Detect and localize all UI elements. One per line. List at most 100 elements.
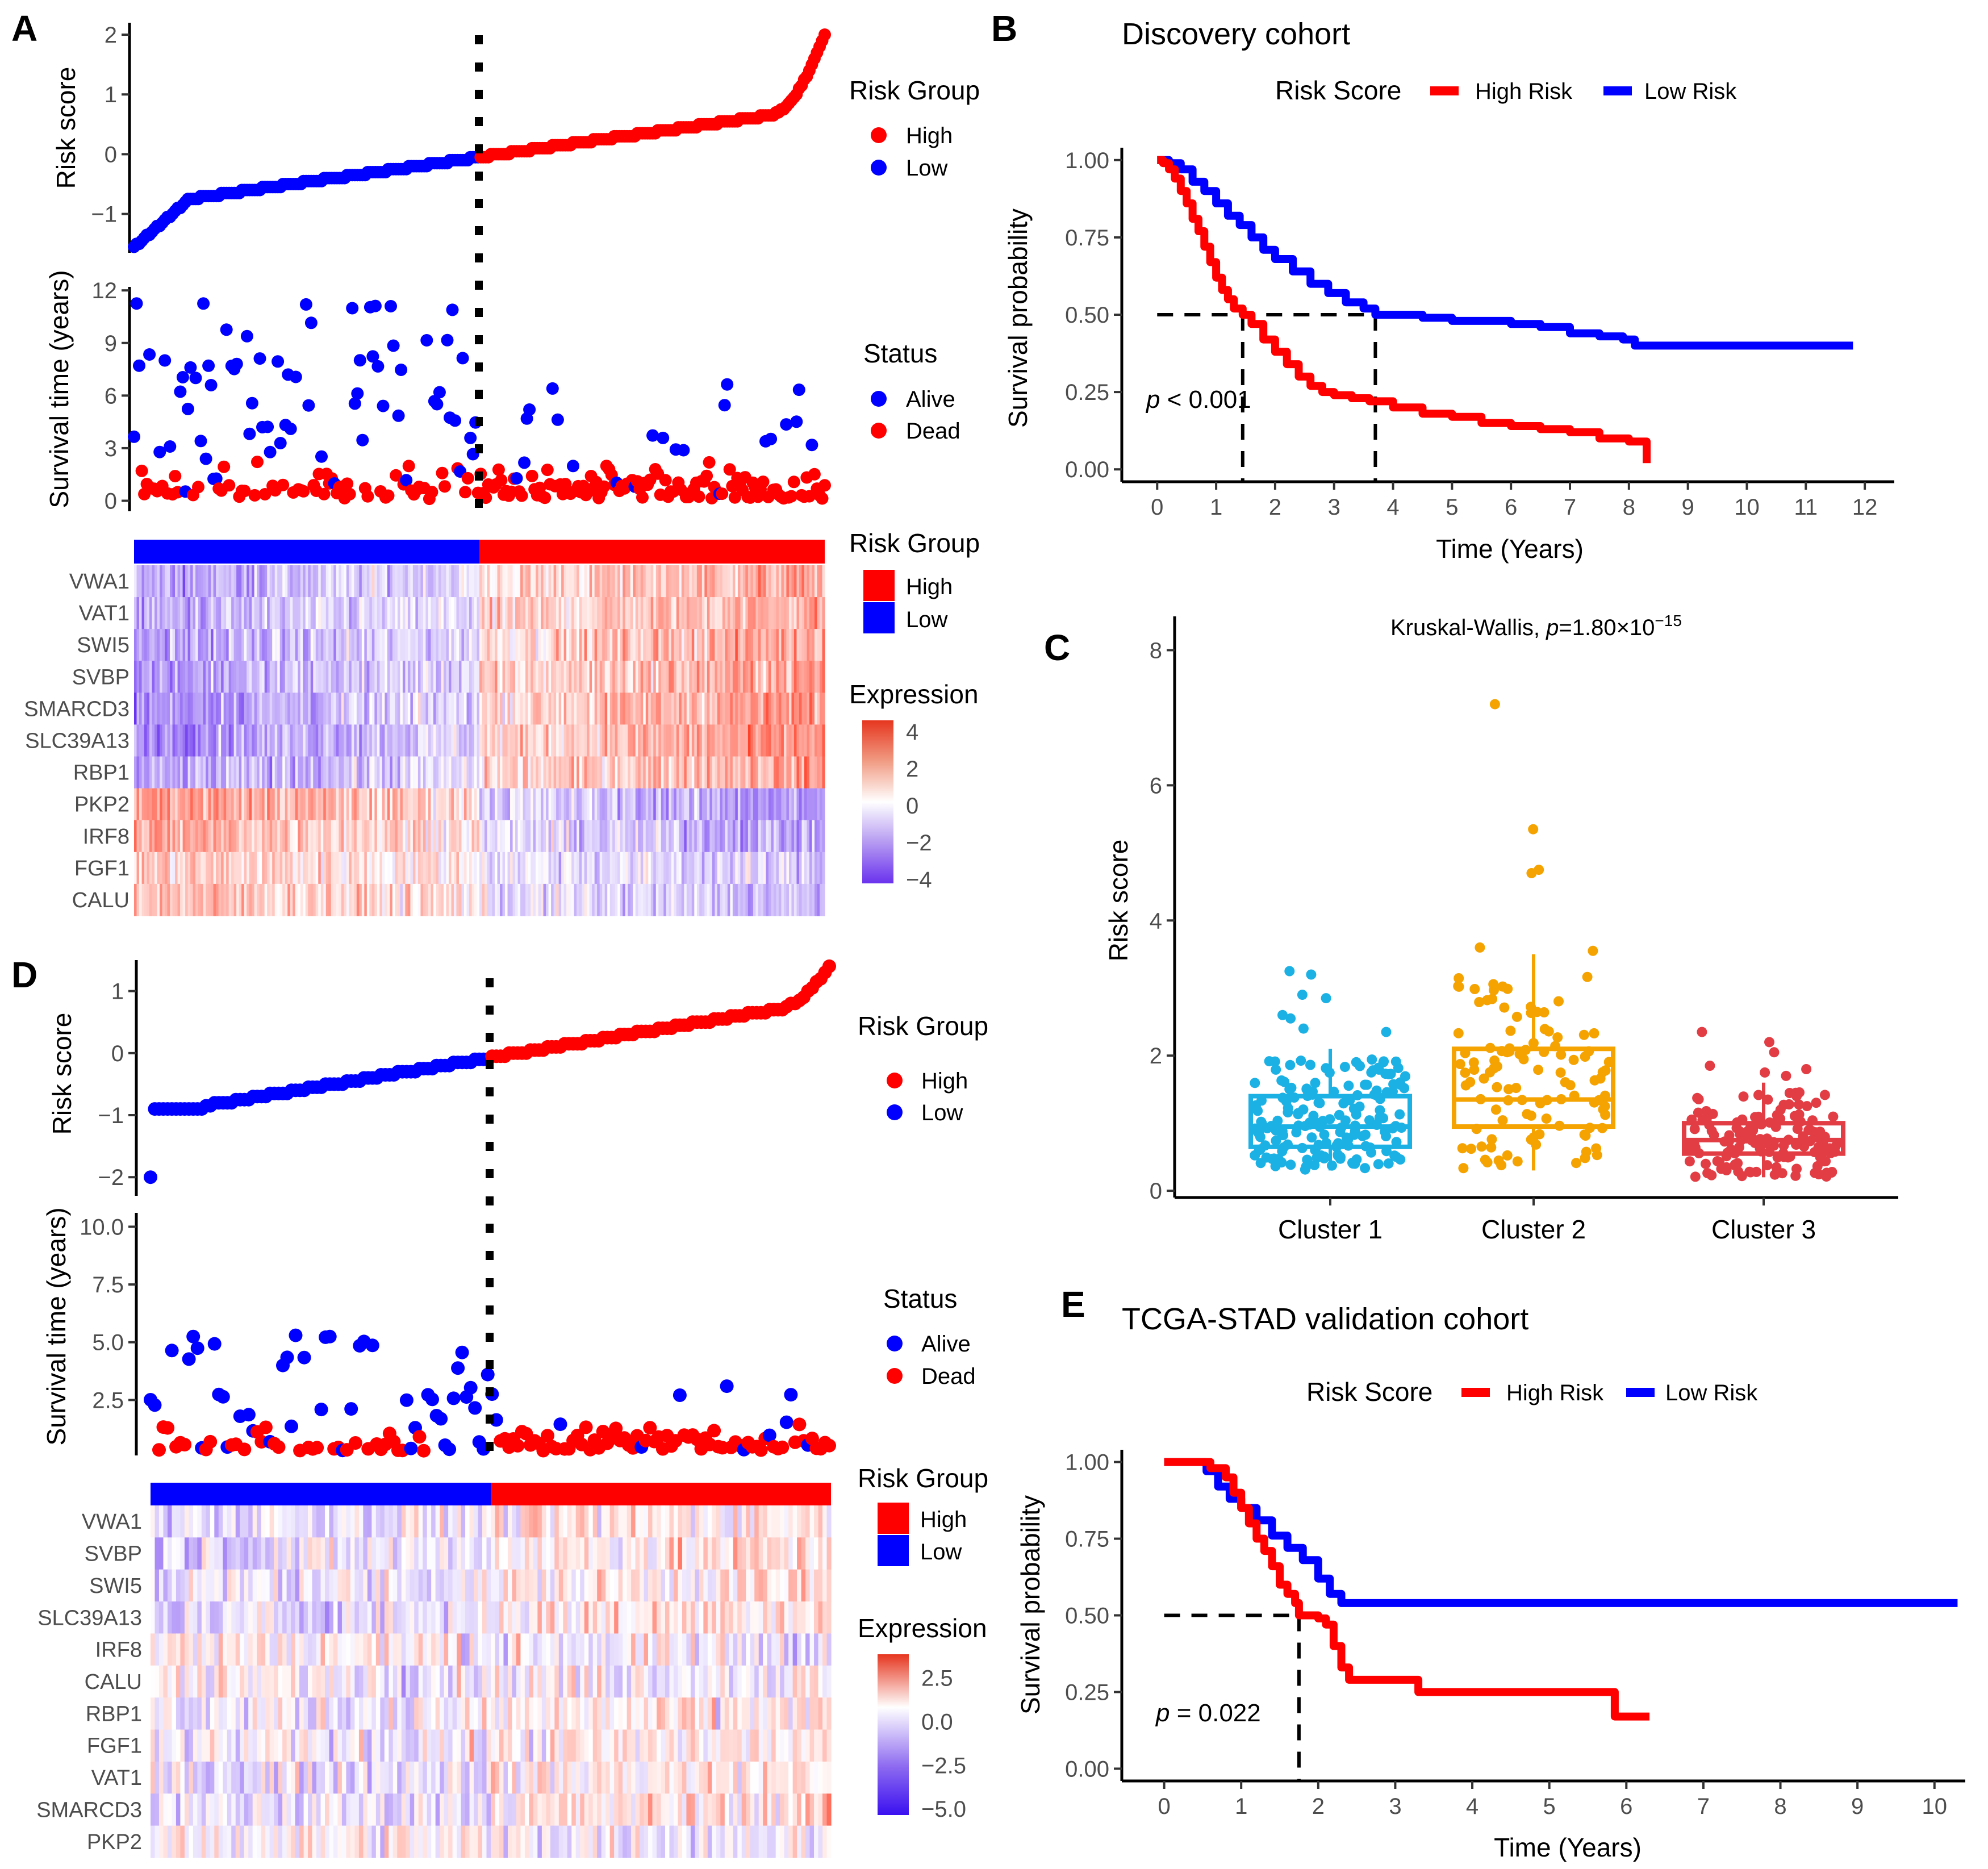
heatmap-cell [658, 692, 662, 725]
heatmap-cell [742, 724, 746, 757]
heatmap-cell [720, 565, 723, 598]
heatmap-cell [512, 883, 516, 916]
heatmap-cell [385, 565, 388, 598]
heatmap-cell [747, 724, 751, 757]
heatmap-cell [694, 629, 698, 661]
heatmap-cell [707, 788, 710, 821]
heatmap-cell [588, 1537, 594, 1570]
heatmap-cell [446, 629, 449, 661]
heatmap-cell [676, 820, 679, 853]
heatmap-cell [618, 1569, 623, 1602]
heatmap-cell [543, 661, 546, 693]
heatmap-cell [704, 756, 708, 789]
heatmap-cell [162, 788, 165, 821]
heatmap-cell [676, 692, 679, 725]
heatmap-cell [599, 661, 603, 693]
heatmap-cell [753, 597, 756, 629]
survival-point-dead [803, 490, 816, 503]
heatmap-cell [691, 883, 695, 916]
heatmap-cell [379, 629, 383, 661]
heatmap-cell [704, 661, 708, 693]
heatmap-cell [822, 661, 825, 693]
heatmap-cell [571, 820, 575, 853]
heatmap-cell [533, 788, 536, 821]
b-x-axis-tick-label: 12 [1852, 495, 1878, 520]
heatmap-cell [239, 565, 242, 598]
heatmap-cell [633, 756, 636, 789]
heatmap-cell [699, 1537, 704, 1570]
heatmap-cell [592, 597, 595, 629]
heatmap-cell [676, 597, 679, 629]
heatmap-cell [758, 788, 761, 821]
heatmap-cell [712, 629, 715, 661]
heatmap-cell [801, 661, 805, 693]
heatmap-cell [402, 565, 406, 598]
heatmap-cell [684, 661, 687, 693]
heatmap-cell [218, 1505, 223, 1538]
heatmap-cell [474, 597, 478, 629]
survival-point-alive [718, 399, 731, 412]
heatmap-cell [569, 597, 572, 629]
heatmap-cell [354, 788, 357, 821]
heatmap-cell [339, 788, 342, 821]
heatmap-cell [817, 661, 820, 693]
heatmap-cell [221, 820, 224, 853]
survival-point-dead [258, 1420, 273, 1434]
heatmap-cell [405, 883, 408, 916]
heatmap-cell [537, 1569, 542, 1602]
heatmap-cell [566, 661, 570, 693]
heatmap-cell [471, 724, 475, 757]
heatmap-cell [279, 756, 283, 789]
b-pvalue-p: p [1145, 386, 1160, 414]
heatmap-cell [295, 820, 298, 853]
heatmap-cell [569, 820, 572, 853]
heatmap-cell [339, 756, 342, 789]
heatmap-cell [599, 565, 603, 598]
heatmap-cell [433, 661, 437, 693]
heatmap-cell [531, 692, 534, 725]
heatmap-cell [515, 788, 519, 821]
jitter-point [1347, 1157, 1358, 1168]
heatmap-cell [500, 565, 503, 598]
heatmap-cell [630, 661, 633, 693]
heatmap-cell [605, 1505, 611, 1538]
heatmap-cell [236, 661, 240, 693]
jitter-point [1807, 1115, 1818, 1126]
heatmap-cell [216, 724, 219, 757]
heatmap-cell [763, 724, 767, 757]
heatmap-cell [349, 724, 352, 757]
heatmap-cell [410, 597, 414, 629]
heatmap-cell [136, 629, 140, 661]
heatmap-cell [184, 1505, 189, 1538]
jitter-point [1371, 1085, 1382, 1096]
heatmap-cell [601, 1537, 606, 1570]
heatmap-cell [233, 597, 237, 629]
heatmap-cell [801, 1505, 806, 1538]
heatmap-cell [655, 883, 659, 916]
heatmap-cell [661, 1537, 666, 1570]
heatmap-cell [701, 756, 705, 789]
heatmap-cell [701, 661, 705, 693]
heatmap-cell [661, 597, 664, 629]
heatmap-cell [141, 692, 145, 725]
heatmap-cell [254, 629, 257, 661]
heatmap-cell [318, 692, 321, 725]
gene-label: CALU [72, 888, 130, 912]
heatmap-cell [436, 756, 439, 789]
heatmap-cell [761, 597, 764, 629]
heatmap-cell [249, 883, 252, 916]
heatmap-cell [607, 692, 611, 725]
heatmap-cell [666, 883, 669, 916]
heatmap-cell [750, 724, 754, 757]
heatmap-cell [339, 661, 342, 693]
heatmap-cell [502, 788, 506, 821]
heatmap-cell [707, 1505, 712, 1538]
heatmap-cell [420, 756, 424, 789]
heatmap-cell [136, 852, 140, 885]
heatmap-cell [267, 788, 270, 821]
heatmap-cell [643, 724, 646, 757]
heatmap-cell [315, 692, 319, 725]
heatmap-cell [218, 883, 222, 916]
jitter-point [1502, 1150, 1513, 1161]
